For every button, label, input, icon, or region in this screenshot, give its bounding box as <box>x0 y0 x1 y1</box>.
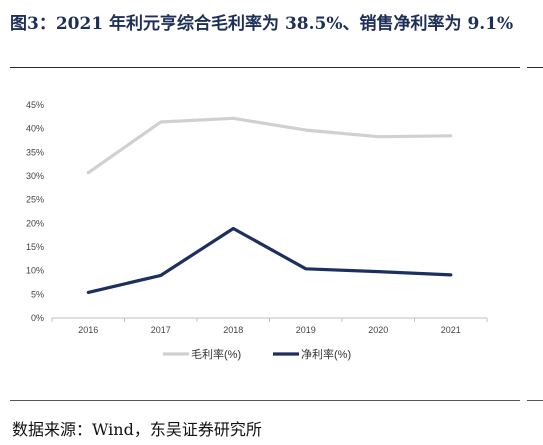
x-tick-label: 2017 <box>151 325 171 335</box>
footer-rule <box>10 400 520 401</box>
y-tick-label: 40% <box>26 124 44 134</box>
title-rule <box>10 67 520 68</box>
y-tick-label: 0% <box>31 313 44 323</box>
y-tick-label: 20% <box>26 218 44 228</box>
x-tick-label: 2020 <box>368 325 388 335</box>
legend-label-2: 净利率(%) <box>301 347 351 361</box>
y-tick-label: 35% <box>26 147 44 157</box>
x-tick-label: 2018 <box>223 325 243 335</box>
y-tick-label: 30% <box>26 171 44 181</box>
y-tick-label: 45% <box>26 100 44 110</box>
line-chart: 0%5%10%15%20%25%30%35%40%45% 2016 2017 201… <box>26 100 488 361</box>
x-tick-label: 2021 <box>441 325 461 335</box>
footer-rule-right <box>527 400 543 401</box>
series-line-1 <box>86 116 453 175</box>
x-tick-label: 2016 <box>78 325 98 335</box>
source-note: 数据来源：Wind，东吴证券研究所 <box>12 420 262 439</box>
x-tick-label: 2019 <box>296 325 316 335</box>
title-rule-right <box>527 67 543 68</box>
figure-title: 图3：2021 年利元亨综合毛利率为 38.5%、销售净利率为 9.1% <box>10 14 514 34</box>
y-tick-label: 5% <box>31 289 44 299</box>
series-line-2 <box>86 226 453 294</box>
y-axis: 0% 5% 10% 15% 20% 25% 30% 35% 40% 45% <box>26 100 44 323</box>
y-tick-label: 15% <box>26 242 44 252</box>
y-tick-label: 25% <box>26 195 44 205</box>
series-lines <box>86 116 453 294</box>
x-axis: 2016 2017 2018 2019 2020 2021 <box>51 317 488 335</box>
y-tick-label: 10% <box>26 266 44 276</box>
legend: 毛利率(%) 净利率(%) <box>163 347 351 361</box>
legend-label-1: 毛利率(%) <box>191 347 241 361</box>
